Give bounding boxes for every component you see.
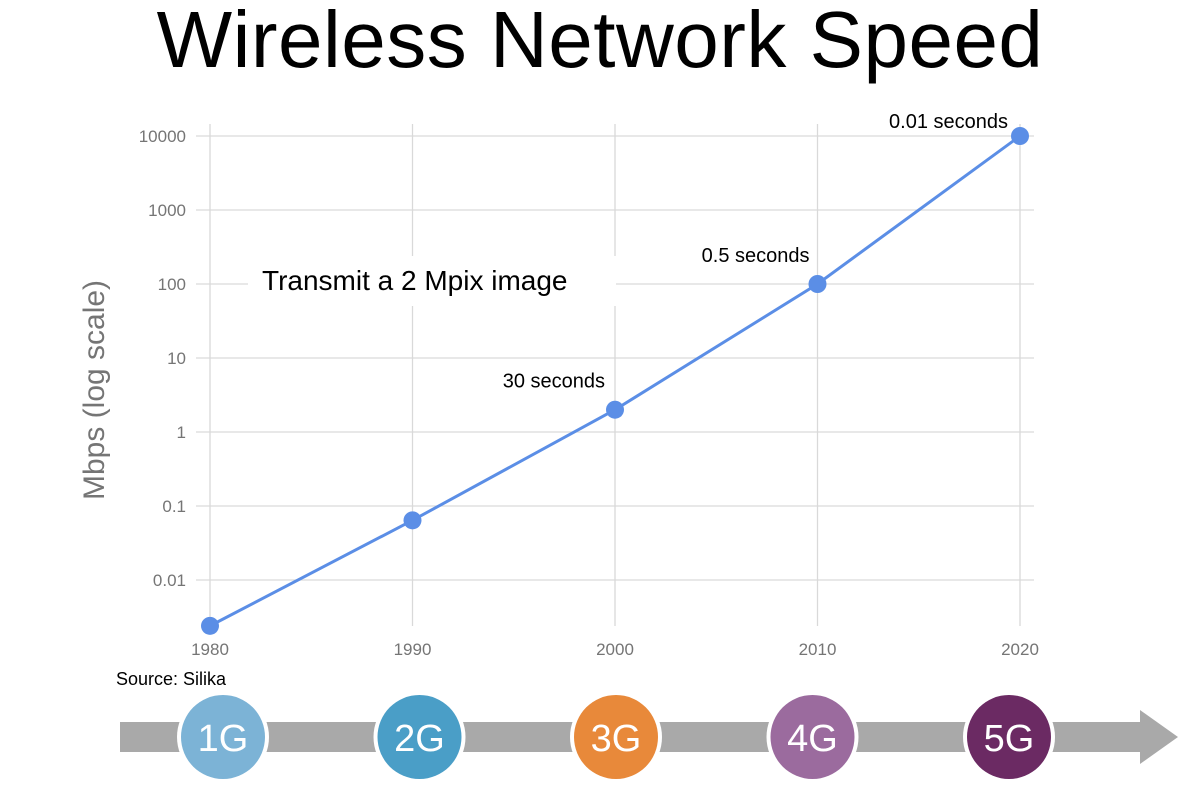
y-axis-label: Mbps (log scale) [78,280,111,500]
callout-text: Transmit a 2 Mpix image [262,265,568,296]
generation-circle [574,695,658,779]
y-tick-label: 0.01 [153,571,186,590]
callout: Transmit a 2 Mpix image [248,256,616,306]
annotations: 0.01 seconds 0.5 seconds 30 seconds [503,111,1008,393]
arrow-shaft [120,722,1150,752]
generation-ring [177,691,269,783]
generation-1g: 1G [177,691,269,783]
y-tick-label: 10000 [139,127,186,146]
x-tick-label: 2020 [1001,640,1039,659]
y-tick-label: 1000 [148,201,186,220]
annotation-label: 30 seconds [503,371,605,393]
y-tick-label: 0.1 [162,497,186,516]
generation-circle [377,695,462,779]
data-point [606,400,624,419]
x-tick-label: 2000 [596,640,634,659]
line-chart: 10000 1000 100 10 1 0.1 0.01 1980 1990 2000 2010 2… [78,111,1039,659]
y-tick-label: 100 [158,275,186,294]
page-title: Wireless Network Speed [156,0,1044,84]
data-point [808,275,827,293]
generation-2g: 2G [373,691,466,783]
generation-3g: 3G [570,691,662,783]
generation-circles: 1G 2G 3G 4G 5G [177,691,1055,783]
x-tick-labels: 1980 1990 2000 2010 2020 [191,640,1039,659]
generation-label: 3G [591,718,642,760]
x-tick-label: 1980 [191,640,229,659]
timeline-arrow [120,710,1178,764]
generation-label: 4G [787,718,838,760]
generation-ring [570,691,662,783]
generation-circle [967,695,1051,779]
generation-label: 2G [394,718,445,760]
y-tick-label: 1 [177,423,186,442]
y-tick-labels: 10000 1000 100 10 1 0.1 0.01 [139,127,186,590]
generation-circle [770,695,855,779]
callout-background [248,256,616,306]
generation-4g: 4G [766,691,859,783]
annotation-label: 0.5 seconds [702,245,810,267]
generation-label: 5G [984,718,1035,760]
series-wireless-speed [201,127,1029,635]
generation-5g: 5G [963,691,1055,783]
arrow-head [1140,710,1178,764]
generation-ring [963,691,1055,783]
y-tick-label: 10 [167,349,186,368]
generation-label: 1G [198,718,249,760]
data-point [403,511,422,530]
generation-ring [766,691,859,783]
source-note: Source: Silika [116,669,227,689]
annotation-label: 0.01 seconds [889,111,1008,133]
x-tick-label: 2010 [799,640,837,659]
data-point [201,616,219,635]
x-tick-label: 1990 [394,640,432,659]
generation-circle [181,695,265,779]
generation-ring [373,691,466,783]
data-point [1011,127,1029,145]
grid [196,124,1034,626]
